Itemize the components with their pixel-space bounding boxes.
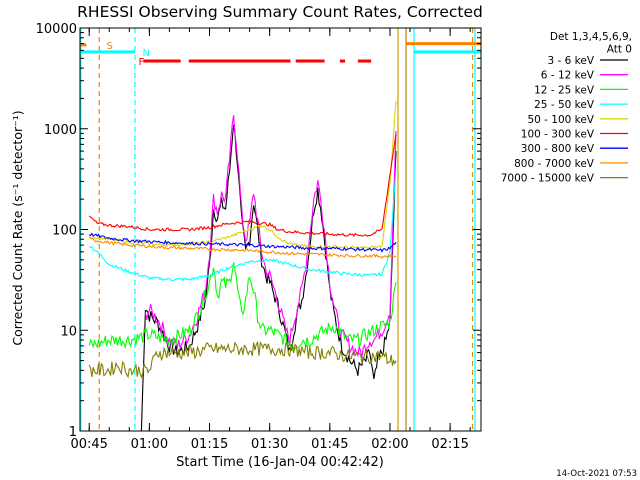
x-tick-label: 01:30 (251, 437, 288, 452)
x-tick-label: 01:15 (191, 437, 228, 452)
flag-label-s: S (106, 41, 112, 52)
series-line-100-300-kev (88, 133, 397, 238)
footer-timestamp: 14-Oct-2021 07:53 (556, 469, 637, 479)
flag-label-n: N (143, 48, 150, 59)
flag-label-f: F (139, 57, 145, 68)
x-tick-label: 02:15 (431, 437, 468, 452)
y-tick-label: 1 (69, 425, 77, 440)
x-axis-label: Start Time (16-Jan-04 00:42:42) (176, 455, 384, 470)
x-tick-label: 01:45 (311, 437, 348, 452)
legend-label: 800 - 7000 keV (514, 158, 595, 170)
y-axis-label: Corrected Count Rate (s⁻¹ detector⁻¹) (10, 110, 25, 345)
legend: Det 1,3,4,5,6,9,Att 0 3 - 6 keV 6 - 12 keV… (501, 31, 632, 185)
series-line-800-7000-kev (89, 237, 397, 259)
legend-label: 50 - 100 keV (527, 114, 594, 126)
legend-label: 6 - 12 keV (541, 70, 595, 82)
legend-label: 100 - 300 keV (521, 129, 595, 141)
y-tick-label: 1000 (44, 123, 77, 138)
chart-title: RHESSI Observing Summary Count Rates, Co… (77, 3, 483, 21)
legend-label: 7000 - 15000 keV (501, 173, 595, 185)
x-tick-label: 01:00 (131, 437, 168, 452)
series-line-50-100-kev (88, 100, 397, 251)
y-tick-label: 10000 (36, 22, 77, 37)
series-line-3-6-kev (140, 124, 397, 432)
y-tick-label: 100 (52, 224, 77, 239)
legend-label: 3 - 6 keV (547, 55, 594, 67)
legend-header: Det 1,3,4,5,6,9, (550, 31, 632, 43)
series-line-12-25-kev (88, 262, 397, 352)
x-tick-label: 00:45 (70, 437, 107, 452)
series-line-25-50-kev (88, 168, 397, 282)
series-line-6-12-kev (144, 115, 397, 358)
series-line-7000-15000-kev (88, 340, 397, 379)
y-tick-label: 10 (60, 324, 77, 339)
legend-label: 25 - 50 keV (534, 99, 595, 111)
plot-area: S NF 1 10 100 1000 10000 00:45 01:00 01:15 01:30 01… (36, 22, 482, 452)
series-line-300-800-kev (88, 232, 397, 253)
legend-header: Att 0 (607, 44, 632, 56)
legend-label: 300 - 800 keV (521, 143, 595, 155)
legend-label: 12 - 25 keV (534, 84, 595, 96)
x-tick-label: 02:00 (371, 437, 408, 452)
